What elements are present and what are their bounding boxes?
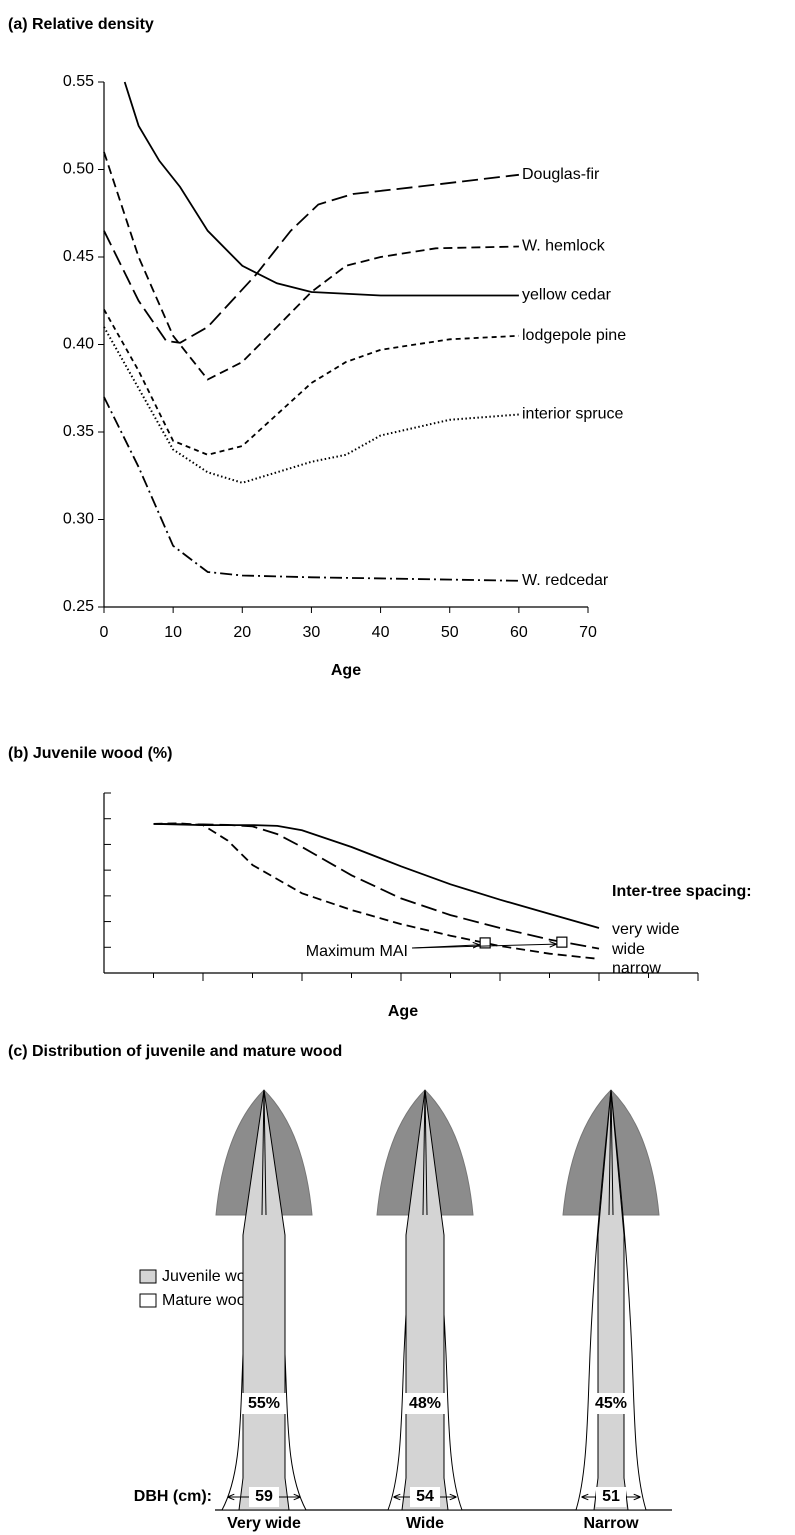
juvenile-percent: 55% [248, 1395, 280, 1412]
label-bg [410, 1487, 440, 1507]
stem-line [263, 1089, 267, 1216]
diagram-title: (c) Distribution of juvenile and mature … [8, 1043, 342, 1060]
legend-title: Inter-tree spacing: [612, 883, 752, 900]
y-tick-label: 0.45 [63, 248, 94, 265]
dbh-value: 51 [602, 1488, 620, 1505]
y-tick-label: 0.35 [63, 423, 94, 440]
chart-title: (a) Relative density [8, 16, 154, 33]
stem-line [424, 1089, 428, 1216]
y-tick-label: 0.55 [63, 73, 94, 90]
x-axis-label: Age [388, 1003, 418, 1020]
y-tick-label: 0.40 [63, 336, 94, 353]
dbh-label: DBH (cm): [134, 1488, 212, 1505]
mai-marker [479, 937, 491, 949]
dbh-value: 59 [255, 1488, 273, 1505]
series-line [103, 173, 520, 344]
series-label: very wide [612, 921, 680, 938]
series-line [123, 81, 519, 297]
annotation-text: Maximum MAI [306, 943, 408, 960]
series-label: W. hemlock [522, 238, 606, 255]
x-tick-label: 60 [510, 624, 528, 641]
x-tick-label: 40 [372, 624, 390, 641]
chart-title: (b) Juvenile wood (%) [8, 745, 172, 762]
stem-line [422, 1089, 426, 1216]
x-tick-label: 20 [233, 624, 251, 641]
y-tick-label: 0.50 [63, 161, 94, 178]
legend-swatch [139, 1293, 157, 1308]
spacing-label: Wide [406, 1515, 444, 1532]
label-bg [596, 1487, 626, 1507]
series-line [103, 396, 519, 582]
stem-line [261, 1089, 265, 1216]
series-line [153, 823, 600, 929]
x-tick-label: 70 [579, 624, 597, 641]
series-line [103, 309, 519, 456]
series-label: W. redcedar [522, 572, 609, 589]
series-line [153, 823, 600, 950]
series-label: lodgepole pine [522, 327, 626, 344]
label-bg [249, 1487, 279, 1507]
label-bg [403, 1393, 447, 1414]
series-line [103, 326, 519, 484]
y-tick-label: 0.30 [63, 511, 94, 528]
juvenile-percent: 48% [409, 1395, 441, 1412]
legend-label: Juvenile wood [162, 1268, 263, 1285]
y-tick-label: 0.25 [63, 598, 94, 615]
series-label: interior spruce [522, 406, 623, 423]
x-axis-label: Age [331, 662, 361, 679]
x-tick-label: 10 [164, 624, 182, 641]
x-tick-label: 30 [303, 624, 321, 641]
mai-marker [556, 936, 568, 948]
x-tick-label: 0 [100, 624, 109, 641]
dbh-value: 54 [416, 1488, 434, 1505]
stem-line [608, 1089, 612, 1216]
label-bg [242, 1393, 286, 1414]
series-label: yellow cedar [522, 287, 612, 304]
annotation-arrow [411, 944, 556, 949]
label-bg [589, 1393, 633, 1414]
stem-line [610, 1089, 614, 1216]
series-label: wide [611, 941, 645, 958]
series-label: Douglas-fir [522, 166, 600, 183]
series-line [103, 151, 519, 381]
spacing-label: Narrow [583, 1515, 639, 1532]
series-line [153, 822, 600, 960]
juvenile-percent: 45% [595, 1395, 627, 1412]
legend-label: Mature wood [162, 1292, 255, 1309]
spacing-label: Very wide [227, 1515, 301, 1532]
x-tick-label: 50 [441, 624, 459, 641]
series-label: narrow [612, 960, 661, 977]
legend-swatch [139, 1269, 157, 1284]
